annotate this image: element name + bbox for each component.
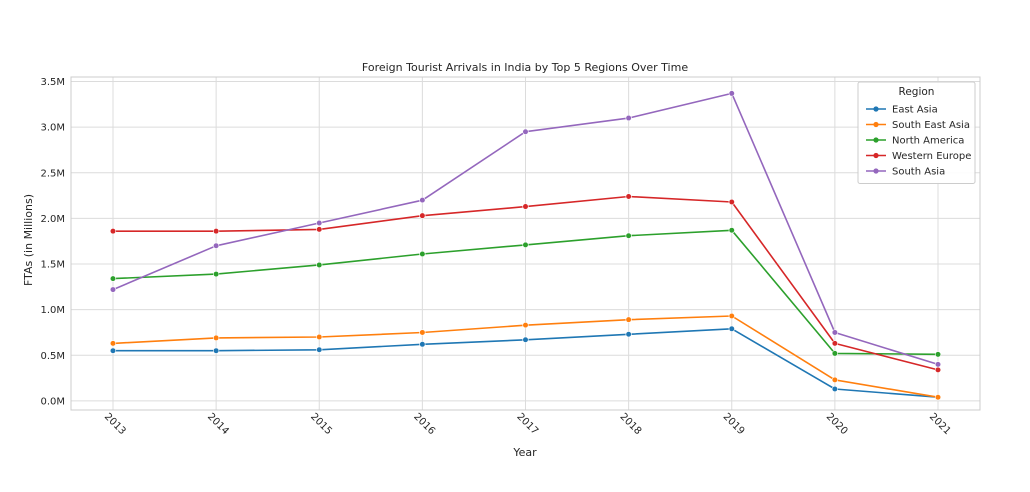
data-point — [109, 228, 117, 235]
legend-entry: Western Europe — [866, 151, 971, 162]
data-point — [625, 114, 632, 122]
legend-swatch-marker — [873, 152, 879, 159]
data-point — [522, 322, 529, 329]
data-point — [625, 232, 632, 239]
legend-box — [857, 81, 976, 184]
data-point — [419, 212, 426, 219]
y-tick-label: 1.0M — [40, 305, 65, 316]
data-point — [728, 312, 735, 320]
legend-title: Region — [899, 86, 935, 98]
series-north-america — [109, 227, 942, 358]
legend-swatch-marker — [873, 168, 879, 174]
data-point — [316, 346, 323, 353]
data-point — [728, 227, 735, 234]
legend: Region East Asia South East Asia North Amer… — [857, 81, 976, 184]
data-point — [728, 325, 735, 332]
data-point — [213, 347, 220, 354]
y-tick-label: 2.0M — [40, 214, 65, 225]
legend-entry: South East Asia — [866, 120, 970, 131]
data-point — [831, 340, 838, 347]
data-point — [213, 270, 220, 278]
y-tick-label: 2.5M — [40, 168, 65, 179]
data-point — [419, 197, 426, 204]
data-point — [109, 286, 117, 293]
data-point — [109, 340, 117, 347]
legend-label: East Asia — [892, 105, 938, 116]
y-tick-label: 0.5M — [40, 351, 65, 362]
legend-entry: South Asia — [866, 167, 945, 178]
plot-frame — [70, 76, 981, 411]
data-point — [934, 361, 942, 368]
data-point — [625, 193, 632, 200]
series-western-europe — [109, 193, 942, 373]
series-south-asia — [109, 90, 942, 368]
data-point — [522, 241, 529, 248]
data-point — [522, 336, 529, 343]
data-point — [419, 329, 426, 336]
y-tick-label: 0.0M — [40, 396, 65, 407]
data-point — [831, 376, 838, 383]
series-south-east-asia — [109, 312, 942, 401]
y-tick-label: 3.0M — [40, 123, 65, 134]
data-point — [109, 275, 117, 282]
data-point — [419, 341, 426, 348]
data-point — [316, 333, 323, 341]
legend-label: South East Asia — [892, 120, 970, 131]
data-point — [625, 331, 632, 338]
y-tick-label: 3.5M — [40, 77, 65, 88]
data-point — [831, 385, 838, 393]
data-point — [934, 394, 942, 401]
series-lines — [109, 90, 942, 401]
legend-entry: North America — [866, 136, 964, 147]
x-axis-title: Year — [512, 446, 537, 459]
data-point — [316, 261, 323, 269]
data-point — [316, 219, 323, 227]
data-point — [213, 228, 220, 235]
data-point — [728, 90, 735, 97]
legend-swatch-marker — [873, 137, 879, 143]
data-point — [934, 351, 942, 358]
data-point — [728, 198, 735, 206]
data-point — [213, 334, 220, 342]
legend-swatch-marker — [873, 106, 879, 112]
data-point — [316, 226, 323, 233]
data-point — [522, 203, 529, 210]
legend-swatch-marker — [873, 121, 879, 128]
legend-label: North America — [892, 136, 964, 147]
y-axis-title: FTAs (in Millions) — [22, 194, 35, 286]
data-point — [831, 329, 838, 336]
data-point — [522, 128, 529, 135]
legend-entry: East Asia — [866, 105, 938, 116]
data-point — [934, 366, 942, 373]
data-point — [831, 350, 838, 357]
legend-label: Western Europe — [892, 151, 971, 162]
data-point — [419, 250, 426, 258]
chart-title: Foreign Tourist Arrivals in India by Top… — [362, 61, 688, 74]
data-point — [109, 347, 117, 354]
data-point — [213, 242, 220, 249]
data-point — [625, 316, 632, 323]
legend-label: South Asia — [892, 167, 945, 178]
y-tick-label: 1.5M — [40, 260, 65, 271]
